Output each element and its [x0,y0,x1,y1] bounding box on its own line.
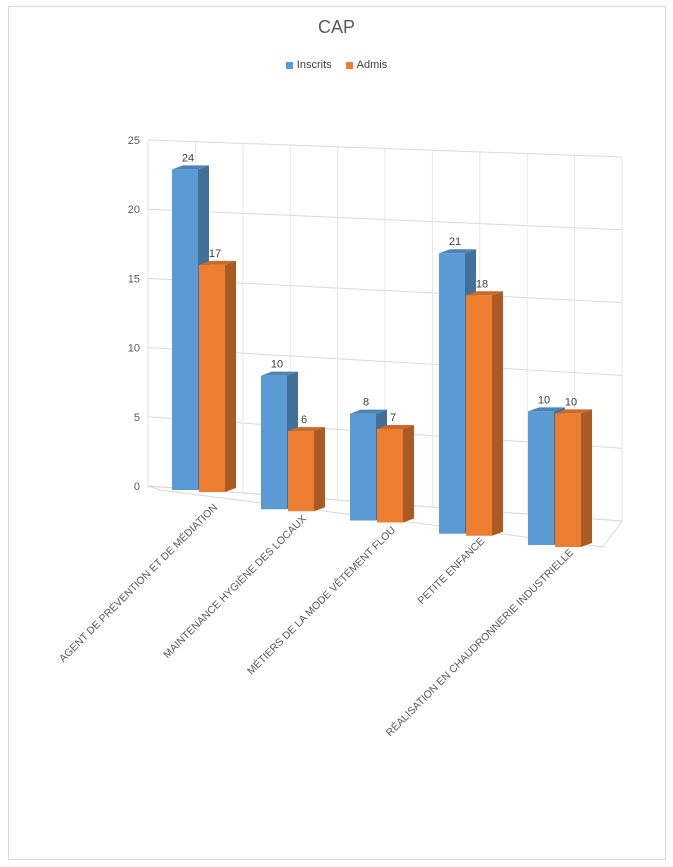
bar-top [172,165,209,170]
y-tick-label: 20 [128,204,140,216]
bar-side [581,409,592,547]
data-label: 18 [476,278,488,290]
legend: Inscrits Admis [0,59,673,71]
legend-label-inscrits: Inscrits [296,59,332,71]
bar [528,411,554,545]
bar-top [466,291,503,296]
data-label: 7 [390,412,396,424]
bar-top [439,249,476,254]
bar-side [314,427,325,512]
bar [199,264,225,492]
bar [172,169,198,491]
y-tick-label: 15 [128,273,140,285]
bar [466,295,492,536]
bar [377,428,403,523]
bar [555,413,581,547]
y-tick-label: 10 [128,343,140,355]
bar-top [199,260,236,265]
bar [350,413,376,521]
data-label: 17 [209,248,221,260]
data-label: 6 [301,414,307,426]
bar-top [528,407,565,412]
bar-side [492,291,503,536]
data-label: 8 [363,397,369,409]
bar [288,431,314,512]
bar-top [350,409,387,414]
x-tick-label: AGENT DE PRÉVENTION ET DE MÉDIATION [56,501,220,665]
legend-item-admis: Admis [345,59,388,71]
bar [261,375,287,510]
bar-top [288,427,325,432]
data-label: 21 [449,236,461,248]
data-label: 10 [565,396,577,408]
chart-title: CAP [317,17,355,37]
bar-side [225,260,236,492]
legend-item-inscrits: Inscrits [285,59,332,71]
bar-top [555,409,592,414]
legend-label-admis: Admis [356,59,388,71]
y-tick-label: 5 [134,412,140,424]
data-label: 10 [271,359,283,371]
y-tick-label: 25 [128,135,140,147]
data-label: 24 [182,152,194,164]
legend-swatch-admis [345,61,353,69]
bar [439,253,465,534]
bar-top [261,371,298,376]
y-tick-label: 0 [134,481,140,493]
x-tick-label: RÉALISATION EN CHAUDRONNERIE INDUSTRIELL… [383,546,576,739]
legend-swatch-inscrits [285,61,293,69]
x-tick-label: PETITE ENFANCE [416,535,488,607]
bar-side [403,424,414,523]
data-label: 10 [538,394,550,406]
bar-top [377,424,414,429]
